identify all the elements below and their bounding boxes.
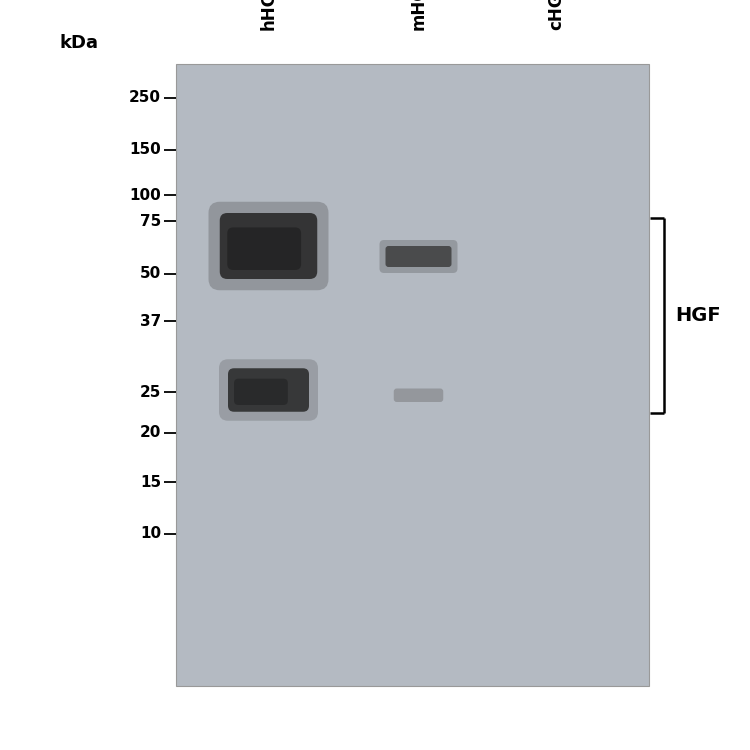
- FancyBboxPatch shape: [228, 368, 309, 412]
- Text: 150: 150: [130, 142, 161, 158]
- Text: 37: 37: [140, 314, 161, 328]
- FancyBboxPatch shape: [227, 227, 301, 270]
- FancyBboxPatch shape: [380, 240, 458, 273]
- Text: 25: 25: [140, 385, 161, 400]
- Text: 100: 100: [130, 188, 161, 202]
- FancyBboxPatch shape: [394, 388, 443, 402]
- FancyBboxPatch shape: [176, 64, 649, 686]
- Text: hHGF: hHGF: [260, 0, 278, 30]
- Text: 75: 75: [140, 214, 161, 229]
- Text: 250: 250: [129, 90, 161, 105]
- Text: 20: 20: [140, 425, 161, 440]
- Text: 10: 10: [140, 526, 161, 542]
- FancyBboxPatch shape: [220, 213, 317, 279]
- FancyBboxPatch shape: [386, 246, 452, 267]
- FancyBboxPatch shape: [219, 359, 318, 421]
- Text: kDa: kDa: [59, 34, 98, 53]
- FancyBboxPatch shape: [234, 379, 288, 405]
- Text: 50: 50: [140, 266, 161, 281]
- Text: cHGF: cHGF: [548, 0, 566, 30]
- Text: HGF: HGF: [675, 305, 721, 325]
- Text: 15: 15: [140, 475, 161, 490]
- Text: mHGF: mHGF: [410, 0, 428, 30]
- FancyBboxPatch shape: [209, 202, 328, 290]
